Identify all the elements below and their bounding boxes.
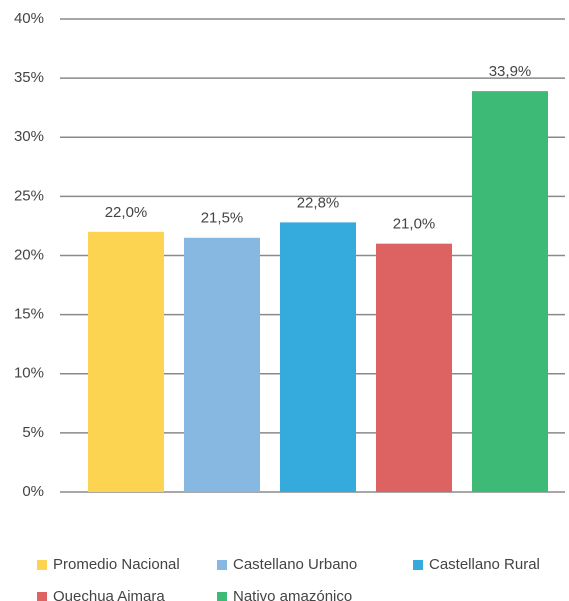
bar	[472, 91, 548, 492]
y-tick-label: 15%	[14, 306, 44, 323]
legend-label: Promedio Nacional	[53, 556, 180, 573]
y-tick-label: 35%	[14, 69, 44, 86]
data-label: 22,0%	[105, 204, 148, 221]
legend-label: Nativo amazónico	[233, 588, 352, 601]
y-tick-label: 5%	[22, 424, 44, 441]
legend-swatch	[217, 592, 227, 601]
data-label: 22,8%	[297, 194, 340, 211]
legend-label: Quechua Aimara	[53, 588, 165, 601]
bar	[184, 237, 260, 492]
legend-swatch	[37, 592, 47, 601]
legend-swatch	[413, 560, 423, 570]
y-tick-label: 40%	[14, 10, 44, 27]
legend-label: Castellano Urbano	[233, 556, 357, 573]
bar	[88, 231, 164, 492]
y-tick-label: 0%	[22, 483, 44, 500]
y-tick-label: 10%	[14, 365, 44, 382]
data-label: 21,5%	[201, 210, 244, 227]
data-label: 21,0%	[393, 216, 436, 233]
y-tick-label: 25%	[14, 187, 44, 204]
bar	[376, 243, 452, 492]
y-tick-label: 30%	[14, 128, 44, 145]
bar	[280, 222, 356, 492]
legend-label: Castellano Rural	[429, 556, 540, 573]
data-label: 33,9%	[489, 63, 532, 80]
legend-swatch	[37, 560, 47, 570]
legend-swatch	[217, 560, 227, 570]
y-tick-label: 20%	[14, 246, 44, 263]
